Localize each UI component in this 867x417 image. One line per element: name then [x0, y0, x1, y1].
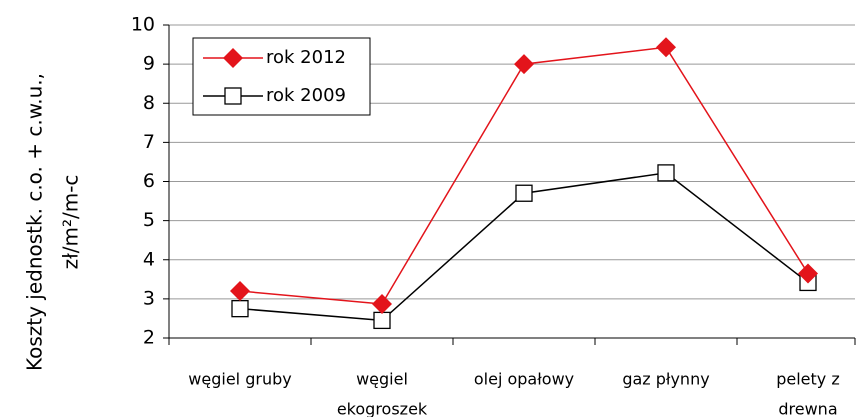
legend-label: rok 2012 — [266, 47, 346, 68]
x-tick-label: węgiel — [356, 370, 408, 389]
x-tick-label: drewna — [778, 400, 837, 417]
x-tick-label: węgiel gruby — [188, 370, 291, 389]
marker — [372, 293, 392, 314]
y-axis-label: Koszty jednostk. c.o. + c.w.u., — [23, 73, 47, 371]
y-axis-label: zł/m²/m-c — [59, 175, 83, 270]
x-tick-label: ekogroszek — [337, 400, 428, 417]
legend-box — [192, 37, 371, 116]
marker — [230, 281, 250, 302]
marker — [223, 48, 243, 68]
marker — [656, 37, 676, 58]
marker — [515, 184, 533, 202]
y-tick-label: 9 — [143, 53, 155, 75]
y-tick-label: 2 — [143, 327, 155, 349]
y-tick-label: 8 — [143, 92, 155, 114]
x-tick-label: gaz płynny — [622, 370, 709, 389]
marker — [657, 164, 675, 182]
y-tick-label: 3 — [143, 287, 155, 309]
legend-label: rok 2009 — [266, 85, 346, 106]
y-tick-label: 7 — [143, 131, 155, 153]
y-tick-label: 10 — [131, 14, 155, 36]
marker — [231, 300, 249, 318]
y-tick-label: 6 — [143, 170, 155, 192]
y-tick-label: 5 — [143, 209, 155, 231]
marker — [798, 263, 818, 284]
marker — [373, 311, 391, 330]
x-tick-label: pelety z — [776, 370, 840, 389]
x-tick-label: olej opałowy — [474, 370, 574, 389]
marker — [514, 54, 534, 75]
y-tick-label: 4 — [143, 248, 155, 270]
marker — [224, 87, 242, 105]
